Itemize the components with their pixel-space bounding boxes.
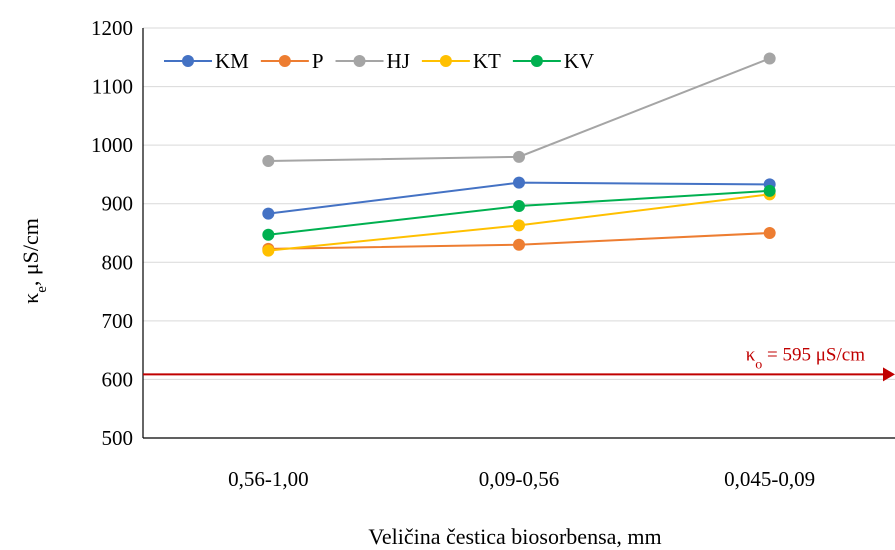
legend-label: KM <box>215 49 249 73</box>
reference-line-label: κo = 595 μS/cm <box>746 344 866 372</box>
reference-line-layer <box>143 367 895 382</box>
x-axis-ticks: 0,56-1,00 0,09-0,56 0,045-0,09 <box>228 467 815 491</box>
data-point-hj <box>513 150 525 163</box>
series-layer <box>262 52 776 257</box>
legend-marker <box>439 55 452 67</box>
x-tick-label: 0,09-0,56 <box>479 467 560 491</box>
legend-marker <box>278 55 291 67</box>
data-point-kv <box>262 228 275 241</box>
reference-label-symbol: κ <box>746 344 756 365</box>
data-point-p <box>513 238 525 251</box>
x-axis-title: Veličina čestica biosorbensa, mm <box>368 524 661 549</box>
x-tick-label: 0,045-0,09 <box>724 467 815 491</box>
data-point-kv <box>763 184 776 197</box>
legend-label: KV <box>564 49 594 73</box>
data-point-kv <box>513 200 525 213</box>
data-point-km <box>513 176 525 189</box>
gridlines <box>143 27 895 380</box>
y-tick-label: 500 <box>102 426 134 450</box>
x-tick-label: 0,56-1,00 <box>228 467 309 491</box>
y-axis-title-subscript: e <box>34 286 50 293</box>
data-point-kt <box>262 244 275 257</box>
y-axis-title: κe, μS/cm <box>18 218 50 304</box>
legend-item-kt: KT <box>421 49 501 73</box>
legend-label: P <box>312 49 324 73</box>
y-tick-label: 600 <box>102 367 134 391</box>
legend-item-hj: HJ <box>335 49 410 73</box>
legend-label: HJ <box>387 49 410 73</box>
data-point-km <box>262 207 275 220</box>
y-tick-label: 1000 <box>91 133 133 157</box>
reference-label-subscript: o <box>755 357 762 372</box>
data-point-hj <box>262 154 275 167</box>
legend-marker <box>353 55 366 67</box>
y-axis-title-symbol: κ <box>18 293 43 304</box>
y-axis-ticks: 500 600 700 800 900 1000 1100 1200 <box>91 16 133 450</box>
data-point-p <box>763 227 776 239</box>
reference-label-value: = 595 μS/cm <box>762 344 865 365</box>
data-point-hj <box>763 52 776 65</box>
legend-marker <box>530 55 543 67</box>
legend-item-p: P <box>260 49 324 73</box>
y-tick-label: 1200 <box>91 16 133 40</box>
y-tick-label: 800 <box>102 250 134 274</box>
legend-item-km: KM <box>164 49 249 73</box>
y-tick-label: 900 <box>102 192 134 216</box>
data-point-kt <box>513 219 525 232</box>
y-axis-title-unit: , μS/cm <box>18 218 43 286</box>
reference-line-arrowhead <box>883 367 895 382</box>
plot-area-frame <box>142 28 895 439</box>
legend-item-kv: KV <box>512 49 594 73</box>
legend: KM P HJ KT KV <box>164 49 594 73</box>
legend-marker <box>182 55 194 67</box>
legend-label: KT <box>473 49 501 73</box>
y-tick-label: 700 <box>102 309 134 333</box>
y-tick-label: 1100 <box>92 75 133 99</box>
